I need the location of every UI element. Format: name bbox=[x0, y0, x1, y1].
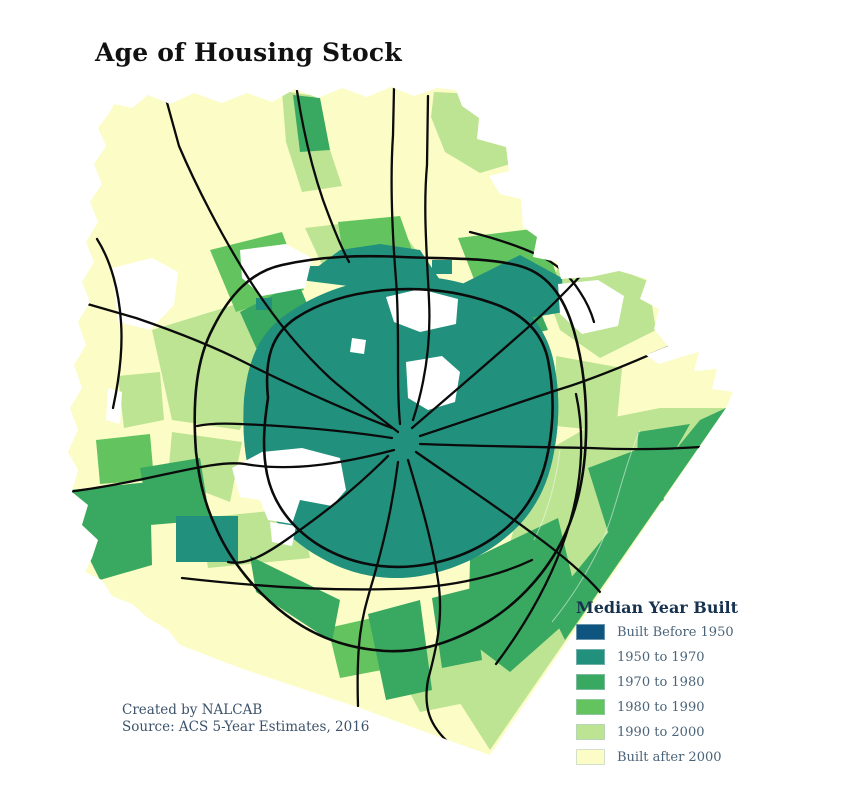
highway-ene bbox=[418, 345, 670, 438]
loop-410-road bbox=[262, 287, 554, 569]
legend-label: 1950 to 1970 bbox=[617, 649, 705, 665]
legend-swatch-1970-1980 bbox=[576, 674, 605, 690]
legend-item: 1950 to 1970 bbox=[576, 649, 776, 665]
road-se-vertical bbox=[494, 392, 583, 666]
legend-label: Built Before 1950 bbox=[617, 624, 734, 640]
highway-nw bbox=[161, 87, 400, 434]
legend-item: 1970 to 1980 bbox=[576, 674, 776, 690]
highway-se bbox=[414, 450, 602, 594]
highway-wnw bbox=[75, 299, 394, 430]
legend-label: 1990 to 2000 bbox=[617, 724, 705, 740]
road-west-vertical bbox=[95, 237, 123, 410]
highway-w2 bbox=[195, 422, 394, 440]
legend-label: 1980 to 1990 bbox=[617, 699, 705, 715]
page-title: Age of Housing Stock bbox=[95, 38, 402, 67]
highway-n2 bbox=[411, 94, 431, 422]
credit-source: Source: ACS 5-Year Estimates, 2016 bbox=[122, 719, 370, 735]
legend-label: Built after 2000 bbox=[617, 749, 722, 765]
legend-swatch-before-1950 bbox=[576, 624, 605, 640]
highway-e bbox=[418, 442, 702, 451]
legend-swatch-1950-1970 bbox=[576, 649, 605, 665]
road-north-vertical bbox=[295, 89, 351, 264]
legend-swatch-1990-2000 bbox=[576, 724, 605, 740]
legend-label: 1970 to 1980 bbox=[617, 674, 705, 690]
map-legend: Median Year Built Built Before 1950 1950… bbox=[576, 598, 776, 775]
no-data-areas-layer bbox=[106, 244, 624, 546]
credit-author: Created by NALCAB bbox=[122, 702, 263, 718]
legend-swatch-1980-1990 bbox=[576, 699, 605, 715]
highway-w1 bbox=[68, 448, 396, 494]
legend-item: 1990 to 2000 bbox=[576, 724, 776, 740]
highway-sw bbox=[226, 454, 390, 564]
legend-swatch-after-2000 bbox=[576, 749, 605, 765]
legend-item: Built after 2000 bbox=[576, 749, 776, 765]
highway-s2 bbox=[406, 458, 452, 746]
highway-n1 bbox=[390, 87, 402, 426]
legend-item: 1980 to 1990 bbox=[576, 699, 776, 715]
road-south-arterial bbox=[180, 558, 534, 591]
loop-1604-road bbox=[193, 254, 588, 653]
credits: Created by NALCAB Source: ACS 5-Year Est… bbox=[122, 702, 369, 736]
legend-title: Median Year Built bbox=[576, 598, 739, 617]
creek-hairlines bbox=[533, 429, 641, 623]
legend-item: Built Before 1950 bbox=[576, 624, 776, 640]
